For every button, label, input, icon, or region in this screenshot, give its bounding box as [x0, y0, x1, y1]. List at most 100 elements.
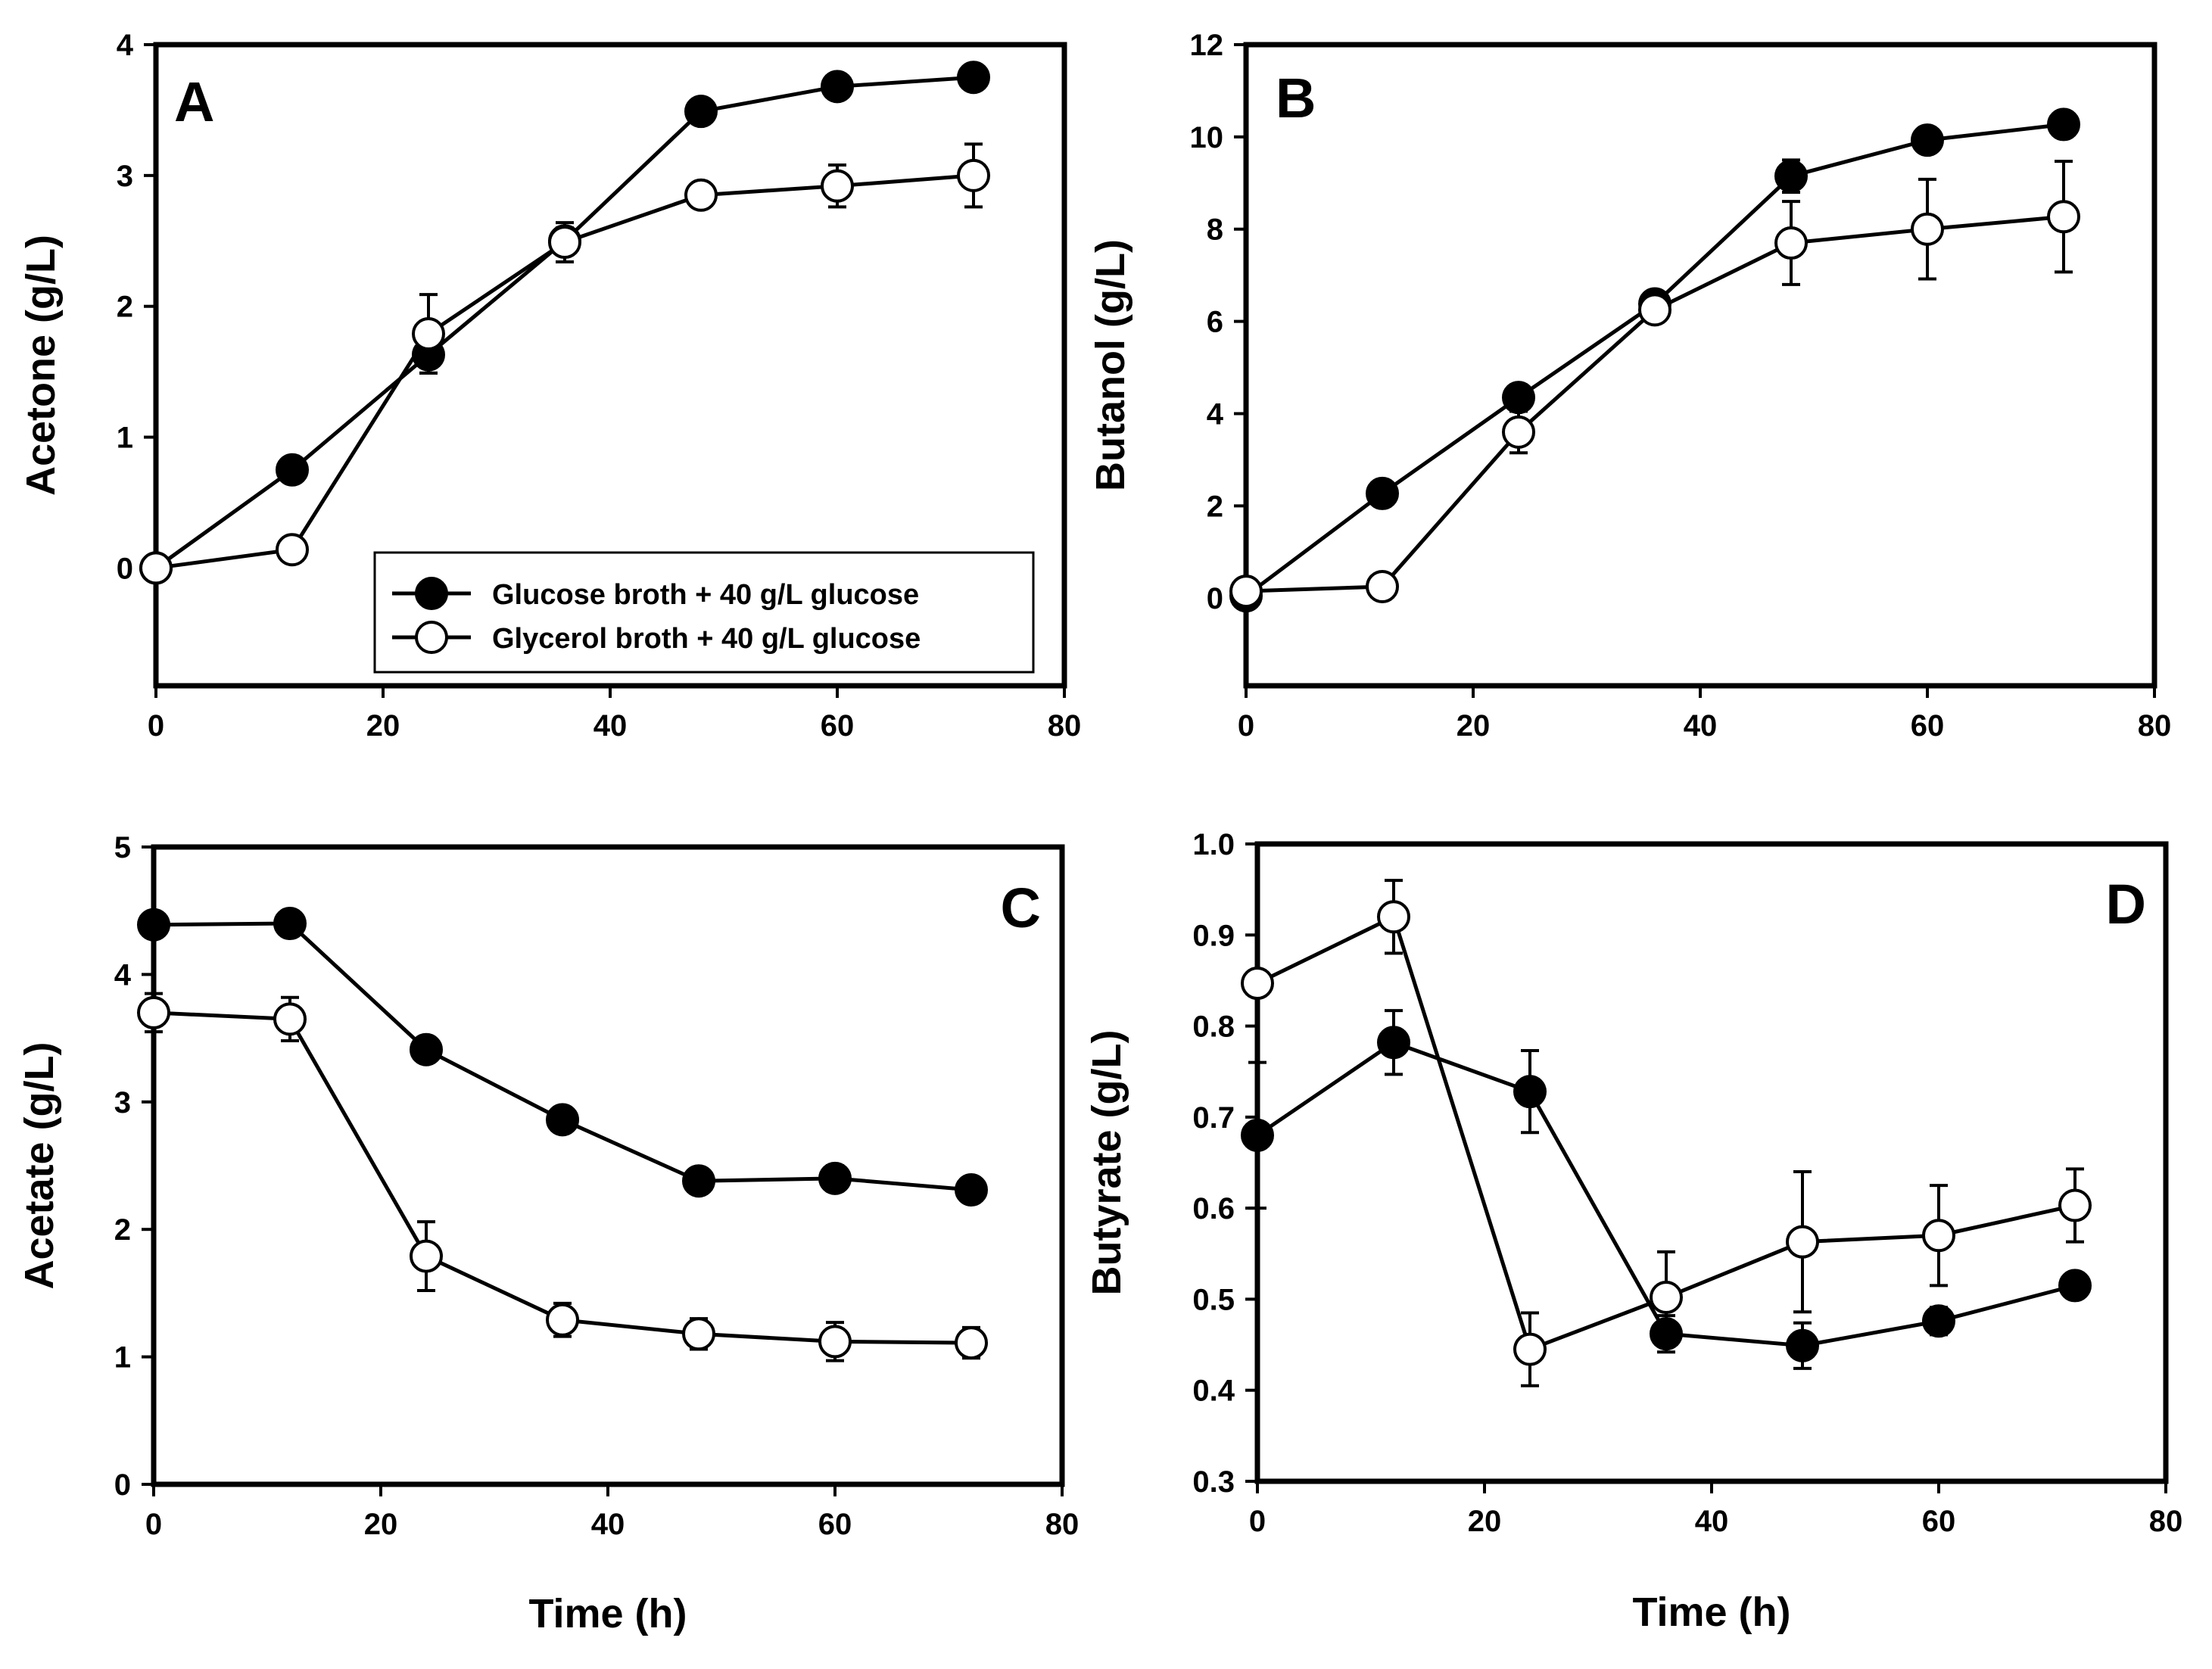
y-tick-label: 2 [114, 1213, 131, 1247]
x-tick-label: 60 [818, 1508, 852, 1541]
data-point-glycerol [1922, 1219, 1955, 1253]
legend-glucose-label: Glucose broth + 40 g/L glucose [492, 579, 919, 611]
data-point-glucose [137, 908, 170, 942]
data-point-glucose [955, 1172, 988, 1207]
data-point-glucose [2058, 1269, 2092, 1303]
x-tick-label: 20 [1468, 1505, 1502, 1538]
data-point-glucose [1502, 381, 1535, 415]
data-point-glucose [818, 1161, 852, 1195]
y-tick-label: 4 [117, 29, 134, 62]
y-tick-label: 0 [117, 552, 133, 585]
panel-letter: C [1001, 877, 1041, 939]
data-point-glucose [546, 1103, 579, 1137]
data-point-glycerol [1638, 293, 1671, 327]
x-tick-label: 20 [364, 1508, 398, 1541]
data-point-glucose [1786, 1328, 1819, 1362]
data-point-glucose [682, 1164, 715, 1198]
data-point-glycerol [2047, 200, 2080, 234]
y-tick-label: 10 [1190, 121, 1224, 154]
panel-letter: B [1276, 67, 1316, 129]
data-point-glycerol [1911, 212, 1944, 246]
data-point-glycerol [684, 178, 718, 212]
legend-glucose-marker [415, 577, 448, 610]
y-tick-label: 0 [1207, 582, 1223, 615]
y-tick-label: 4 [114, 958, 132, 992]
x-tick-label: 0 [1249, 1505, 1266, 1538]
data-point-glucose [1774, 159, 1808, 193]
x-tick-label: 60 [1922, 1505, 1956, 1538]
x-tick-label: 40 [591, 1508, 625, 1541]
data-point-glycerol [682, 1317, 715, 1351]
y-tick-label: 1 [114, 1341, 131, 1375]
data-point-glycerol [412, 317, 445, 351]
data-point-glycerol [2058, 1188, 2092, 1222]
data-point-glycerol [1377, 900, 1410, 934]
y-tick-label: 1.0 [1192, 828, 1235, 861]
data-point-glycerol [548, 226, 581, 260]
data-point-glycerol [546, 1303, 579, 1337]
x-tick-label: 80 [2138, 709, 2172, 743]
x-tick-label: 80 [1048, 709, 1082, 743]
y-tick-label: 0.4 [1192, 1375, 1235, 1408]
data-point-glycerol [818, 1325, 852, 1359]
panel-a: 0 20 40 60 80 0 1 2 3 4 Acetone (g/L) A [18, 29, 1081, 743]
y-tick-label: 5 [114, 831, 131, 864]
data-point-glucose [1241, 1118, 1274, 1152]
y-tick-label: 3 [114, 1086, 131, 1119]
y-tick-label: 0.7 [1192, 1101, 1235, 1135]
data-point-glucose [1922, 1304, 1955, 1338]
data-point-glycerol [1241, 967, 1274, 1001]
data-point-glycerol [273, 1002, 307, 1036]
data-point-glycerol [1786, 1225, 1819, 1259]
x-tick-label: 20 [1456, 709, 1491, 743]
panel-d: 0 20 40 60 80 0.3 0.4 0.5 0.6 0.7 0.8 0.9 1.0 Butyrat… [1084, 828, 2182, 1635]
data-point-glycerol [1229, 574, 1263, 609]
panel-b: 0 20 40 60 80 0 2 4 6 8 10 12 Butanol (g/L) B [1088, 29, 2171, 743]
data-point-glucose [684, 95, 718, 129]
data-point-glucose [410, 1032, 443, 1066]
data-point-glycerol [276, 533, 309, 567]
x-tick-label: 0 [148, 709, 164, 743]
data-point-glucose [957, 61, 990, 95]
legend-box [373, 551, 1035, 674]
y-axis-title: Acetone (g/L) [18, 235, 64, 496]
y-tick-label: 12 [1190, 29, 1224, 62]
y-tick-label: 0.8 [1192, 1010, 1235, 1044]
data-point-glycerol [1774, 226, 1808, 260]
data-point-glucose [821, 70, 854, 104]
y-tick-label: 0.6 [1192, 1192, 1235, 1225]
data-point-glycerol [1650, 1281, 1683, 1315]
data-point-glycerol [955, 1326, 988, 1360]
data-point-glucose [1377, 1026, 1410, 1060]
x-tick-label: 0 [145, 1508, 162, 1541]
x-tick-label: 40 [1684, 709, 1718, 743]
data-point-glycerol [410, 1239, 443, 1273]
y-tick-label: 2 [117, 291, 133, 324]
x-tick-label: 0 [1238, 709, 1254, 743]
x-tick-label: 40 [594, 709, 628, 743]
data-point-glycerol [957, 158, 990, 192]
legend: Glucose broth + 40 g/L glucose Glycerol … [373, 551, 1035, 674]
x-tick-label: 80 [2149, 1505, 2183, 1538]
data-point-glucose [1650, 1317, 1683, 1351]
data-point-glycerol [1366, 569, 1399, 603]
x-tick-label: 40 [1695, 1505, 1729, 1538]
data-point-glucose [1366, 476, 1399, 510]
data-point-glycerol [1513, 1332, 1547, 1366]
legend-glycerol-marker [415, 621, 448, 654]
data-point-glycerol [1502, 415, 1535, 449]
x-tick-label: 20 [366, 709, 400, 743]
data-point-glucose [276, 453, 309, 487]
y-tick-label: 3 [117, 160, 133, 193]
x-axis-title: Time (h) [1632, 1590, 1790, 1635]
data-point-glucose [2047, 107, 2080, 142]
data-point-glucose [1911, 123, 1944, 157]
y-tick-label: 1 [117, 422, 133, 455]
panel-c: 0 20 40 60 80 0 1 2 3 4 5 Acetate (g/L) Time (h) C [17, 831, 1079, 1636]
data-point-glycerol [139, 551, 173, 585]
y-tick-label: 4 [1207, 397, 1224, 431]
x-tick-label: 80 [1045, 1508, 1080, 1541]
